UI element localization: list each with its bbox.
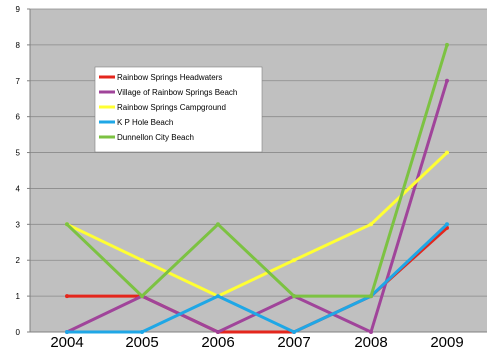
legend: Rainbow Springs Headwaters Village of Rai… [94,66,263,153]
data-point [445,222,449,227]
data-point [369,294,373,299]
data-point [369,330,373,334]
data-point [216,222,220,227]
x-tick-label: 2004 [50,334,83,351]
legend-box [94,66,263,153]
y-tick-label: 4 [16,184,21,193]
y-tick-label: 7 [16,77,21,86]
data-point [140,258,144,263]
series-line [65,44,449,298]
legend-label: Rainbow Springs Headwaters [117,73,222,82]
data-point [292,294,296,299]
x-tick-label: 2006 [201,334,234,351]
data-point [292,258,296,263]
data-point [216,294,220,299]
x-tick-label: 2005 [125,334,158,351]
data-point [216,330,220,334]
x-tick-label: 2007 [277,334,310,351]
data-point [65,222,69,227]
data-point [292,330,296,334]
data-point [369,222,373,227]
series-line [67,223,449,334]
data-point [445,150,449,155]
x-tick-label: 2008 [354,334,387,351]
data-point [445,42,449,47]
y-tick-label: 5 [16,149,21,158]
data-point [140,294,144,299]
legend-label: K P Hole Beach [117,118,173,127]
y-tick-label: 6 [16,113,21,122]
y-tick-label: 9 [16,5,21,14]
y-tick-label: 0 [16,328,21,337]
y-tick-label: 1 [16,292,21,301]
y-tick-label: 8 [16,41,21,50]
legend-label: Dunnellon City Beach [117,133,194,142]
data-point [65,330,69,334]
y-tick-label: 2 [16,256,21,265]
x-tick-label: 2009 [430,334,463,351]
legend-label: Village of Rainbow Springs Beach [117,88,237,97]
x-tick-labels: 2004 2005 2006 2007 2008 2009 [50,334,463,351]
y-tick-labels: 0 1 2 3 4 5 6 7 8 9 [16,5,30,337]
series-lines [65,42,449,334]
data-point [445,78,449,83]
y-tick-label: 3 [16,220,21,229]
legend-label: Rainbow Springs Campground [117,103,226,112]
data-point [140,330,144,334]
data-point [65,294,69,299]
series-line [66,151,449,298]
series-4 [65,42,449,299]
